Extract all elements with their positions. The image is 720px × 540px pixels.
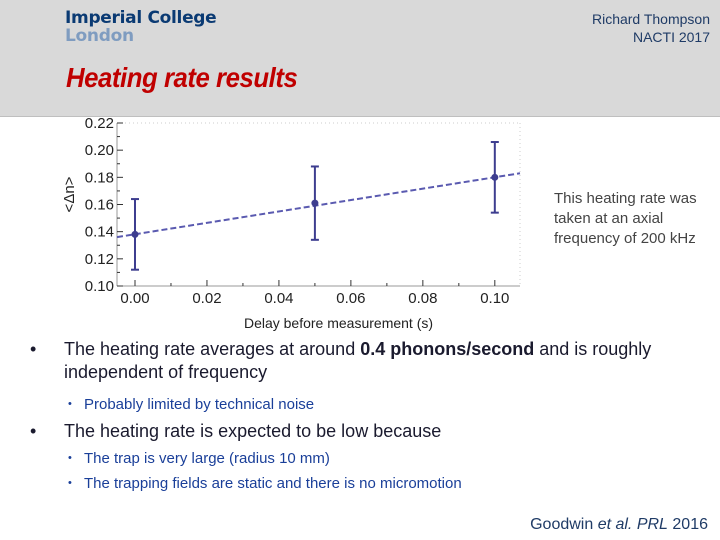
bullet-marker: •: [30, 339, 37, 359]
y-axis-label: <Δn>: [61, 176, 78, 212]
citation: Goodwin et al. PRL 2016: [530, 516, 708, 534]
chart-note: This heating rate was taken at an axial …: [554, 190, 697, 247]
logo-london: London: [65, 26, 134, 46]
citation-year: 2016: [672, 516, 708, 533]
citation-etal: et al.: [597, 516, 633, 533]
sub-bullet-marker: •: [68, 398, 72, 410]
bullet-1-text-end: and is roughly independent of frequency: [64, 339, 652, 382]
data-point: [131, 230, 139, 238]
author-name: Richard Thompson: [591, 11, 710, 27]
y-tick-label: 0.12: [85, 251, 114, 268]
y-tick-label: 0.10: [85, 278, 114, 295]
slide-title: Heating rate results: [66, 62, 298, 93]
data-point: [311, 199, 319, 207]
bullet-2: • The heating rate is expected to be low…: [30, 420, 690, 444]
x-tick-label: 0.08: [408, 290, 437, 307]
bullet-1: • The heating rate averages at around 0.…: [30, 338, 690, 386]
bullet-1-text: The heating rate averages at around 0.4 …: [64, 338, 664, 384]
x-axis-label: Delay before measurement (s): [244, 315, 433, 331]
sub-bullet-marker: •: [68, 452, 72, 464]
bullet-1-text-start: The heating rate averages at around: [64, 339, 361, 359]
data-point: [491, 173, 499, 181]
heating-rate-chart: 0.22 0.20 0.18 0.16 0.14 0.12 0.10 0.00 0.02 0.04…: [61, 115, 521, 331]
sub-bullet-3-text: The trapping fields are static and there…: [84, 475, 462, 492]
citation-author: Goodwin: [530, 516, 598, 533]
x-tick-label: 0.02: [192, 290, 221, 307]
x-tick-label: 0.10: [480, 290, 509, 307]
bullet-1-bold: 0.4 phonons/second: [360, 339, 535, 359]
bullet-marker: •: [30, 421, 37, 441]
bullet-2-text: The heating rate is expected to be low b…: [64, 421, 442, 441]
x-tick-label: 0.04: [264, 290, 293, 307]
slide-header: Imperial College London Richard Thompson…: [0, 0, 720, 117]
y-tick-label: 0.18: [85, 169, 114, 186]
sub-bullet-marker: •: [68, 477, 72, 489]
logo-imperial-college: Imperial College: [65, 8, 217, 28]
y-tick-label: 0.20: [85, 142, 114, 159]
fit-line: [116, 172, 521, 239]
y-tick-label: 0.22: [85, 115, 114, 132]
y-tick-label: 0.16: [85, 197, 114, 214]
y-tick-label: 0.14: [85, 224, 114, 241]
event-name: NACTI 2017: [632, 29, 710, 45]
sub-bullet-2-text: The trap is very large (radius 10 mm): [84, 450, 330, 467]
citation-journal: PRL: [636, 516, 668, 533]
x-tick-label: 0.06: [336, 290, 365, 307]
sub-bullet-1-text: Probably limited by technical noise: [84, 396, 315, 413]
x-tick-label: 0.00: [120, 290, 149, 307]
author-block: Richard Thompson NACTI 2017: [592, 10, 710, 46]
